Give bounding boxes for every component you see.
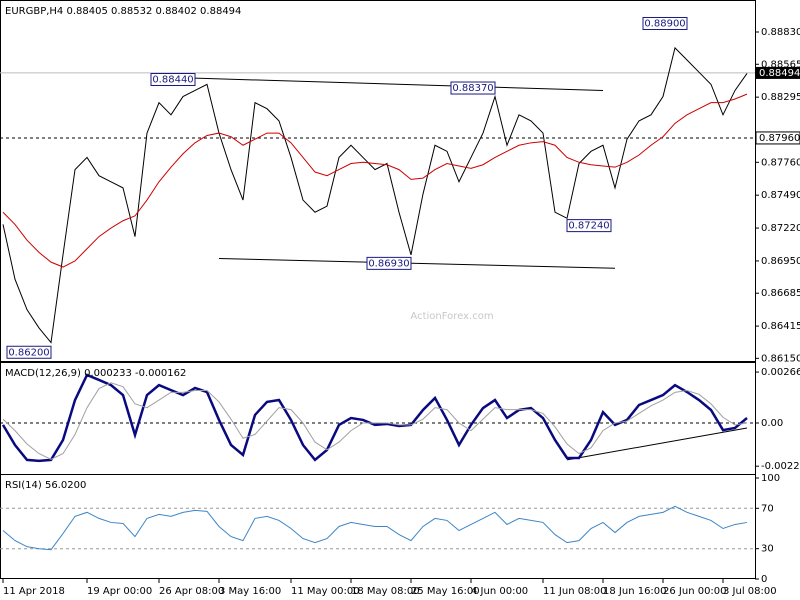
y-tick-label: 0.86685: [761, 288, 800, 299]
x-tick-label: 11 May 00:00: [291, 586, 360, 597]
annotation-box: [6, 345, 52, 359]
y-tick-label: 0.87760: [761, 157, 800, 168]
y-tick-label: 0.00: [761, 418, 783, 429]
annotation-box: [450, 81, 496, 95]
y-tick-label: 30: [761, 544, 774, 555]
y-tick-label: 0.88295: [761, 92, 800, 103]
y-tick-label: 0: [761, 574, 767, 585]
trend-line: [566, 427, 748, 461]
annotation-label: 0.86200: [8, 347, 49, 358]
watermark: ActionForex.com: [410, 311, 493, 322]
current-price-box: [756, 66, 800, 79]
x-tick-label: 26 Jun 00:00: [663, 586, 727, 597]
x-tick-label: 4 Jun 00:00: [471, 586, 528, 597]
series-line: [2, 382, 748, 460]
y-tick-label: 0.002663: [761, 367, 800, 378]
trend-line: [158, 76, 604, 91]
y-tick-label: 70: [761, 503, 774, 514]
y-tick-label: -0.00226: [761, 461, 800, 472]
annotation-label: 0.88440: [152, 74, 193, 85]
panel-title: RSI(14) 56.0200: [5, 480, 86, 491]
series-line: [2, 93, 748, 268]
y-tick-label: 0.86950: [761, 256, 800, 267]
y-tick-label: 0.87220: [761, 223, 800, 234]
x-tick-label: 11 Apr 2018: [3, 586, 65, 597]
current-price-label: 0.88494: [759, 68, 800, 79]
y-tick-label: 0.86150: [761, 353, 800, 364]
panel-frame: [0, 474, 756, 579]
panel-frame: [0, 0, 756, 362]
level-box: [755, 131, 800, 145]
x-tick-label: 11 Jun 08:00: [543, 586, 607, 597]
annotation-box: [366, 256, 412, 270]
trend-line: [218, 257, 616, 269]
x-tick-label: 26 Apr 08:00: [159, 586, 224, 597]
y-tick-label: 100: [761, 473, 780, 484]
x-tick-label: 19 Apr 00:00: [87, 586, 152, 597]
annotation-box: [642, 16, 688, 30]
annotation-label: 0.87240: [568, 221, 609, 232]
annotation-box: [150, 72, 196, 86]
panel-title: EURGBP,H4 0.88405 0.88532 0.88402 0.8849…: [5, 6, 241, 17]
panel-title: MACD(12,26,9) 0.000233 -0.000162: [5, 368, 186, 379]
annotation-label: 0.86930: [368, 258, 409, 269]
x-tick-label: 18 Jun 16:00: [603, 586, 667, 597]
x-tick-label: 3 May 16:00: [219, 586, 281, 597]
y-tick-label: 0.88830: [761, 27, 800, 38]
series-line: [2, 505, 748, 551]
x-tick-label: 18 May 08:00: [351, 586, 420, 597]
y-tick-label: 0.87490: [761, 190, 800, 201]
annotation-label: 0.88370: [452, 83, 493, 94]
x-tick-label: 25 May 16:00: [411, 586, 480, 597]
annotation-label: 0.88900: [644, 18, 685, 29]
annotation-box: [566, 219, 612, 233]
y-tick-label: 0.86415: [761, 321, 800, 332]
x-tick-label: 3 Jul 08:00: [723, 586, 777, 597]
y-tick-label: 0.88565: [761, 59, 800, 70]
level-label: 0.87960: [759, 133, 800, 144]
series-line: [2, 46, 748, 344]
